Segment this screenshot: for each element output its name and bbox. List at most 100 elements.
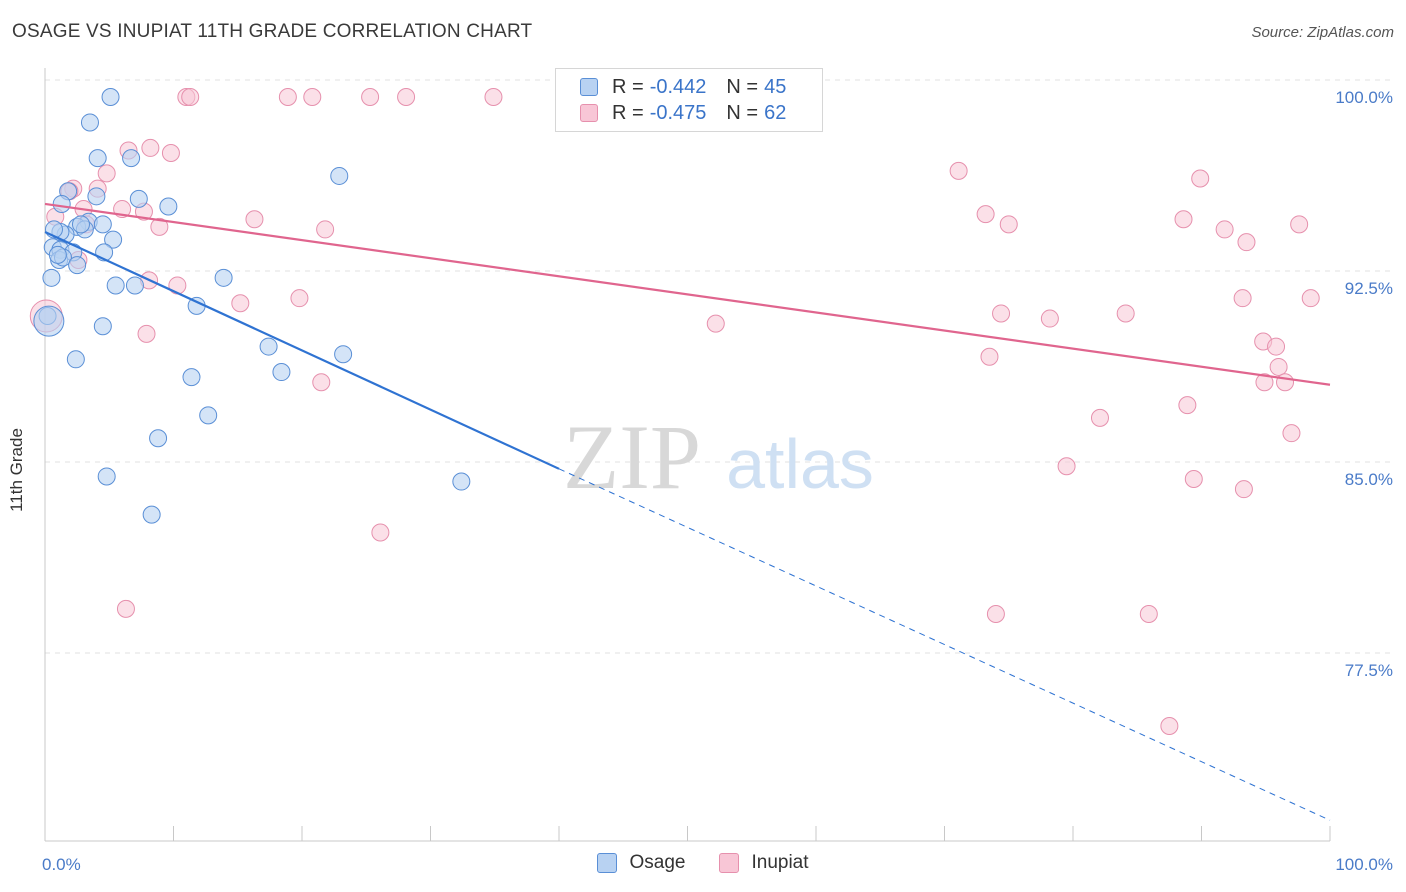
inupiat-point <box>1116 304 1135 323</box>
osage-point <box>106 276 125 295</box>
x-tick-label-max: 100.0% <box>1335 855 1393 874</box>
inupiat-r-label: R = <box>612 101 644 124</box>
inupiat-point <box>1276 373 1295 392</box>
inupiat-swatch <box>580 104 598 122</box>
inupiat-point <box>181 88 200 106</box>
inupiat-point <box>986 604 1005 623</box>
osage-point <box>68 256 87 275</box>
y-tick-label: 85.0% <box>1345 470 1393 489</box>
osage-r-value: -0.442 <box>649 75 707 98</box>
inupiat-point <box>161 144 180 163</box>
osage-point <box>104 230 123 249</box>
y-tick-label: 100.0% <box>1335 88 1393 107</box>
osage-n-label: N = <box>726 75 759 98</box>
inupiat-point <box>371 523 390 542</box>
inupiat-point <box>1160 717 1179 736</box>
inupiat-point <box>1255 373 1274 392</box>
inupiat-point <box>316 220 335 239</box>
inupiat-point <box>1090 408 1109 427</box>
osage-point <box>214 268 233 287</box>
watermark: ZIP atlas <box>563 406 874 508</box>
grid-lines <box>45 79 1393 654</box>
inupiat-point <box>97 164 116 183</box>
osage-point <box>334 345 353 364</box>
osage-point <box>71 215 90 234</box>
osage-point <box>88 149 107 168</box>
inupiat-point <box>484 88 503 106</box>
inupiat-point <box>290 289 309 308</box>
inupiat-point <box>312 373 331 392</box>
inupiat-point <box>706 314 725 333</box>
osage-point <box>97 467 116 486</box>
inupiat-point <box>999 215 1018 234</box>
inupiat-point <box>1174 210 1193 229</box>
osage-point <box>122 149 141 168</box>
osage-point <box>125 276 144 295</box>
legend-swatch-osage <box>597 853 618 873</box>
legend-row-inupiat: R = -0.475 N = 62 <box>580 100 786 126</box>
osage-point <box>93 215 112 234</box>
watermark-atlas: atlas <box>726 425 874 503</box>
inupiat-point <box>1139 604 1158 623</box>
inupiat-point <box>150 217 169 236</box>
inupiat-point <box>1237 233 1256 252</box>
inupiat-point <box>1269 357 1288 376</box>
inupiat-point <box>992 304 1011 323</box>
legend-swatch-inupiat <box>719 853 740 873</box>
osage-points <box>33 88 471 524</box>
osage-point <box>129 189 148 208</box>
osage-r-label: R = <box>612 75 644 98</box>
inupiat-point <box>1290 215 1309 234</box>
osage-point <box>452 472 471 491</box>
legend-row-osage: R = -0.442 N = 45 <box>580 74 786 100</box>
osage-trend-line <box>44 230 560 470</box>
osage-point <box>42 268 61 287</box>
osage-point <box>142 505 161 524</box>
axes <box>44 68 1331 842</box>
inupiat-point <box>980 347 999 366</box>
inupiat-point <box>1215 220 1234 239</box>
correlation-legend: R = -0.442 N = 45 R = -0.475 N = 62 <box>555 68 823 132</box>
osage-point <box>52 194 71 213</box>
legend-item-osage: Osage <box>597 852 685 874</box>
osage-point <box>101 88 120 106</box>
osage-point <box>182 368 201 387</box>
inupiat-point <box>278 88 297 106</box>
inupiat-point <box>141 138 160 157</box>
watermark-zip: ZIP <box>563 406 701 508</box>
legend-label-inupiat: Inupiat <box>751 852 809 873</box>
osage-point <box>330 166 349 185</box>
inupiat-point <box>245 210 264 229</box>
source-label: Source: ZipAtlas.com <box>1251 24 1394 41</box>
inupiat-point <box>1233 289 1252 308</box>
osage-point <box>33 305 65 337</box>
inupiat-point <box>116 599 135 618</box>
osage-trend-extension <box>558 468 1331 821</box>
osage-point <box>93 317 112 336</box>
y-tick-label: 92.5% <box>1345 279 1393 298</box>
osage-point <box>199 406 218 425</box>
tick-labels: 100.0% 92.5% 85.0% 77.5% 0.0% 100.0% <box>42 88 1393 874</box>
inupiat-point <box>1267 337 1286 356</box>
y-tick-label: 77.5% <box>1345 661 1393 680</box>
x-tick-label-min: 0.0% <box>42 855 81 874</box>
osage-n-value: 45 <box>764 75 787 98</box>
inupiat-point <box>976 205 995 224</box>
trend-lines <box>44 202 1331 821</box>
inupiat-point <box>1178 396 1197 415</box>
osage-swatch <box>580 78 598 96</box>
inupiat-point <box>397 88 416 106</box>
legend-item-inupiat: Inupiat <box>719 852 809 874</box>
inupiat-point <box>1282 424 1301 443</box>
osage-point <box>272 363 291 382</box>
osage-point <box>87 187 106 206</box>
series-legend: Osage Inupiat <box>0 852 1406 874</box>
inupiat-point <box>1301 289 1320 308</box>
inupiat-trend-line <box>44 202 1331 386</box>
osage-point <box>259 337 278 356</box>
osage-point <box>66 350 85 369</box>
inupiat-point <box>137 324 156 343</box>
inupiat-n-label: N = <box>726 101 759 124</box>
osage-point <box>149 429 168 448</box>
